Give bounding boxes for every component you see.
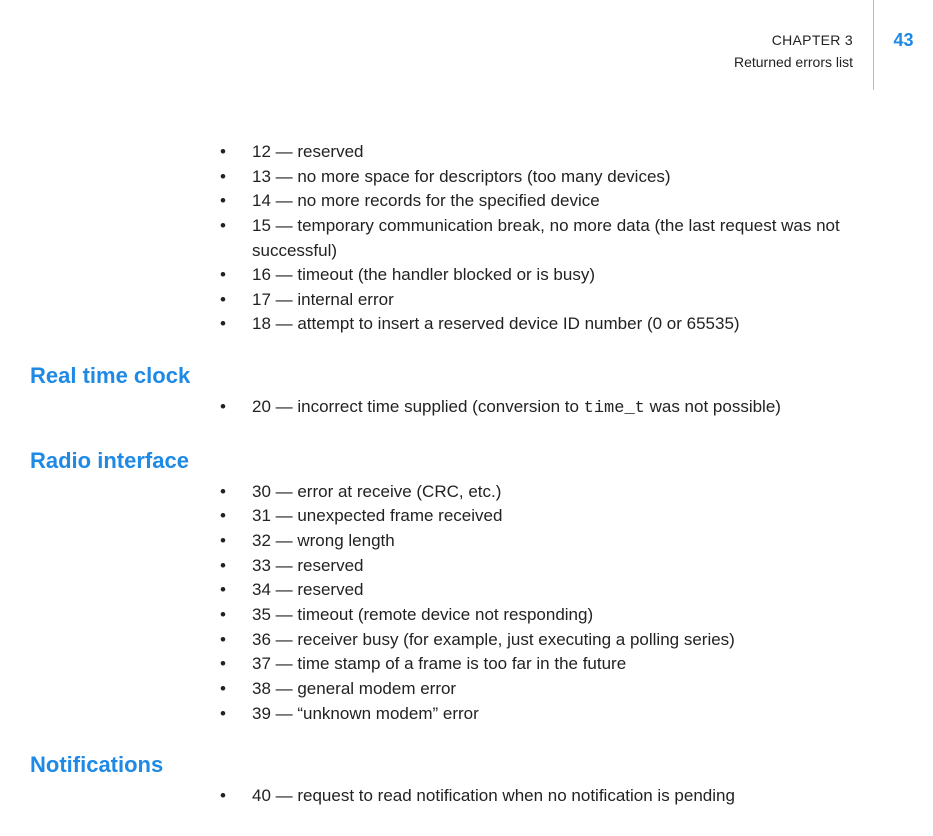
page: CHAPTER 3 Returned errors list 43 •12 — … xyxy=(0,0,933,836)
list-item-text: 13 — no more space for descriptors (too … xyxy=(252,165,900,190)
bullet-marker: • xyxy=(220,480,252,505)
bullet-marker: • xyxy=(220,263,252,288)
section-heading: Real time clock xyxy=(30,363,900,389)
list-item: •30 — error at receive (CRC, etc.) xyxy=(220,480,900,505)
text-segment: 20 — incorrect time supplied (conversion… xyxy=(252,397,584,416)
list-item: •32 — wrong length xyxy=(220,529,900,554)
bullet-marker: • xyxy=(220,165,252,190)
list-item-text: 31 — unexpected frame received xyxy=(252,504,900,529)
list-item: •14 — no more records for the specified … xyxy=(220,189,900,214)
bullet-marker: • xyxy=(220,784,252,809)
list-item: •16 — timeout (the handler blocked or is… xyxy=(220,263,900,288)
page-content: •12 — reserved•13 — no more space for de… xyxy=(30,140,900,809)
list-item-text: 16 — timeout (the handler blocked or is … xyxy=(252,263,900,288)
bullet-marker: • xyxy=(220,702,252,727)
list-item-text: 32 — wrong length xyxy=(252,529,900,554)
bullet-marker: • xyxy=(220,312,252,337)
list-item-text: 38 — general modem error xyxy=(252,677,900,702)
list-item: •20 — incorrect time supplied (conversio… xyxy=(220,395,900,422)
bullet-marker: • xyxy=(220,288,252,313)
section-heading: Radio interface xyxy=(30,448,900,474)
list-item: •39 — “unknown modem” error xyxy=(220,702,900,727)
list-item: •40 — request to read notification when … xyxy=(220,784,900,809)
list-item-text: 30 — error at receive (CRC, etc.) xyxy=(252,480,900,505)
list-item-text: 39 — “unknown modem” error xyxy=(252,702,900,727)
text-segment: was not possible) xyxy=(645,397,781,416)
list-item: •15 — temporary communication break, no … xyxy=(220,214,900,263)
bullet-marker: • xyxy=(220,652,252,677)
bullet-list: •40 — request to read notification when … xyxy=(220,784,900,809)
list-item-text: 18 — attempt to insert a reserved device… xyxy=(252,312,900,337)
list-item-text: 35 — timeout (remote device not respondi… xyxy=(252,603,900,628)
bullet-list: •20 — incorrect time supplied (conversio… xyxy=(220,395,900,422)
code-segment: time_t xyxy=(584,399,645,418)
list-item-text: 15 — temporary communication break, no m… xyxy=(252,214,900,263)
list-item: •34 — reserved xyxy=(220,578,900,603)
bullet-marker: • xyxy=(220,578,252,603)
list-item-text: 36 — receiver busy (for example, just ex… xyxy=(252,628,900,653)
list-item: •35 — timeout (remote device not respond… xyxy=(220,603,900,628)
list-item-text: 40 — request to read notification when n… xyxy=(252,784,900,809)
list-item-text: 33 — reserved xyxy=(252,554,900,579)
bullet-marker: • xyxy=(220,603,252,628)
bullet-marker: • xyxy=(220,504,252,529)
page-header: CHAPTER 3 Returned errors list 43 xyxy=(734,0,933,90)
bullet-marker: • xyxy=(220,140,252,165)
list-item-text: 12 — reserved xyxy=(252,140,900,165)
bullet-list: •12 — reserved•13 — no more space for de… xyxy=(220,140,900,337)
list-item: •36 — receiver busy (for example, just e… xyxy=(220,628,900,653)
list-item-text: 14 — no more records for the specified d… xyxy=(252,189,900,214)
list-item: •38 — general modem error xyxy=(220,677,900,702)
bullet-marker: • xyxy=(220,677,252,702)
header-text-block: CHAPTER 3 Returned errors list xyxy=(734,0,873,90)
bullet-marker: • xyxy=(220,189,252,214)
chapter-line: CHAPTER 3 xyxy=(734,32,853,48)
list-item-text: 17 — internal error xyxy=(252,288,900,313)
chapter-subtitle: Returned errors list xyxy=(734,54,853,70)
list-item: •17 — internal error xyxy=(220,288,900,313)
list-item: •33 — reserved xyxy=(220,554,900,579)
list-item-text: 34 — reserved xyxy=(252,578,900,603)
list-item: •31 — unexpected frame received xyxy=(220,504,900,529)
bullet-marker: • xyxy=(220,214,252,263)
list-item: •12 — reserved xyxy=(220,140,900,165)
list-item: •18 — attempt to insert a reserved devic… xyxy=(220,312,900,337)
list-item: •37 — time stamp of a frame is too far i… xyxy=(220,652,900,677)
page-number: 43 xyxy=(873,0,933,90)
bullet-marker: • xyxy=(220,628,252,653)
list-item-text: 37 — time stamp of a frame is too far in… xyxy=(252,652,900,677)
bullet-marker: • xyxy=(220,529,252,554)
bullet-marker: • xyxy=(220,554,252,579)
section-heading: Notifications xyxy=(30,752,900,778)
bullet-list: •30 — error at receive (CRC, etc.)•31 — … xyxy=(220,480,900,726)
list-item: •13 — no more space for descriptors (too… xyxy=(220,165,900,190)
bullet-marker: • xyxy=(220,395,252,422)
list-item-text: 20 — incorrect time supplied (conversion… xyxy=(252,395,900,422)
